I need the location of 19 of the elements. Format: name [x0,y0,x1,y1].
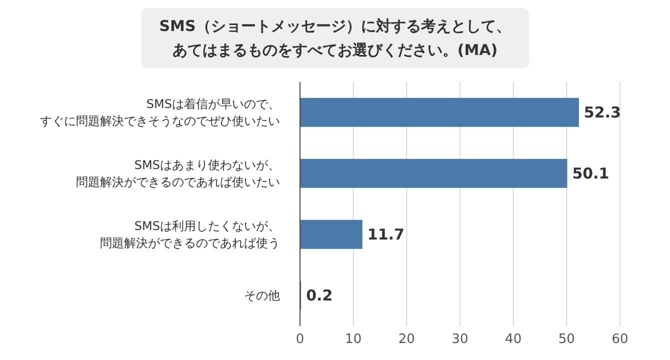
y-tick-label: SMSは着信が早いので、すぐに問題解決できそうなのでぜひ使いたい [40,97,280,128]
y-tick-label: SMSは利用したくないが、問題解決ができるのであれば使う [100,219,280,250]
bar [300,98,579,127]
bar [300,220,362,249]
x-tick-label: 10 [345,332,362,348]
y-tick-label: SMSはあまり使わないが、問題解決ができるのであれば使いたい [76,158,280,189]
x-tick-label: 30 [452,332,468,348]
x-tick-label: 60 [612,332,628,348]
x-tick-label: 0 [296,332,304,348]
chart-title: SMS（ショートメッセージ）に対する考えとして、あてはまるものをすべてお選びください。(MA) [159,16,511,61]
bar [300,158,568,188]
x-tick-label: 20 [398,332,415,348]
data-label: 50.1 [572,164,610,183]
data-label: 0.2 [306,286,333,305]
data-label: 52.3 [584,104,621,122]
y-tick-label: その他 [244,288,280,302]
x-tick-label: 40 [505,332,522,348]
x-tick-label: 50 [558,332,575,348]
data-label: 11.7 [367,226,404,244]
